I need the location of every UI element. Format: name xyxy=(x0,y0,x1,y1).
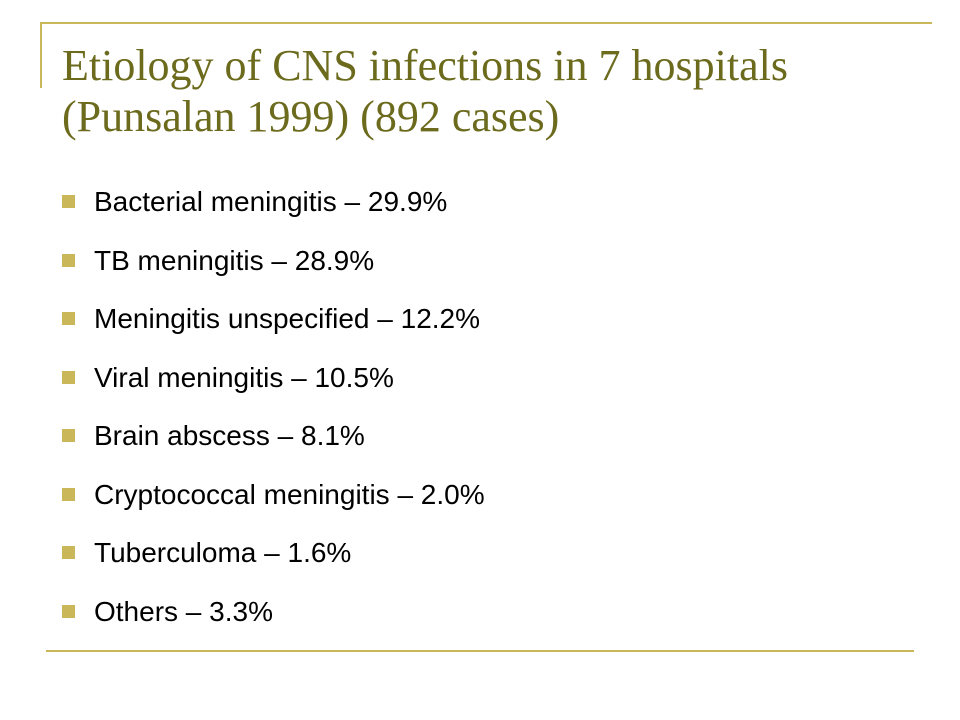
bullet-item: TB meningitis – 28.9% xyxy=(62,237,922,296)
square-bullet-icon xyxy=(62,487,75,501)
bullet-text: Bacterial meningitis – 29.9% xyxy=(94,186,448,217)
bullet-text: Meningitis unspecified – 12.2% xyxy=(94,303,481,334)
top-rule xyxy=(40,22,932,24)
bullet-text: TB meningitis – 28.9% xyxy=(94,244,375,276)
bullet-item: Viral meningitis – 10.5% xyxy=(62,354,922,413)
square-bullet-icon xyxy=(62,429,75,442)
bullet-item: Cryptococcal meningitis – 2.0% xyxy=(62,471,922,530)
slide-title-line-2: (Punsalan 1999) (892 cases) xyxy=(62,92,560,141)
left-rule xyxy=(40,22,42,88)
bullet-text: Tuberculoma – 1.6% xyxy=(94,537,352,568)
square-bullet-icon xyxy=(62,312,75,325)
bullet-text: Brain abscess – 8.1% xyxy=(94,420,365,451)
bullet-list: Bacterial meningitis – 29.9% TB meningit… xyxy=(62,178,922,646)
bullet-item: Meningitis unspecified – 12.2% xyxy=(62,295,922,354)
bottom-rule xyxy=(46,650,914,652)
square-bullet-icon xyxy=(62,195,75,208)
square-bullet-icon xyxy=(62,370,75,384)
bullet-item: Brain abscess – 8.1% xyxy=(62,412,922,471)
square-bullet-icon xyxy=(62,604,75,618)
bullet-item: Tuberculoma – 1.6% xyxy=(62,529,922,588)
bullet-text: Others – 3.3% xyxy=(94,595,273,627)
bullet-item: Others – 3.3% xyxy=(62,588,922,647)
square-bullet-icon xyxy=(62,253,75,267)
square-bullet-icon xyxy=(62,546,75,559)
bullet-item: Bacterial meningitis – 29.9% xyxy=(62,178,922,237)
bullet-text: Cryptococcal meningitis – 2.0% xyxy=(94,478,485,510)
bullet-text: Viral meningitis – 10.5% xyxy=(94,361,394,393)
slide-title-line-1: Etiology of CNS infections in 7 hospital… xyxy=(62,41,788,90)
slide-title: Etiology of CNS infections in 7 hospital… xyxy=(62,40,922,142)
